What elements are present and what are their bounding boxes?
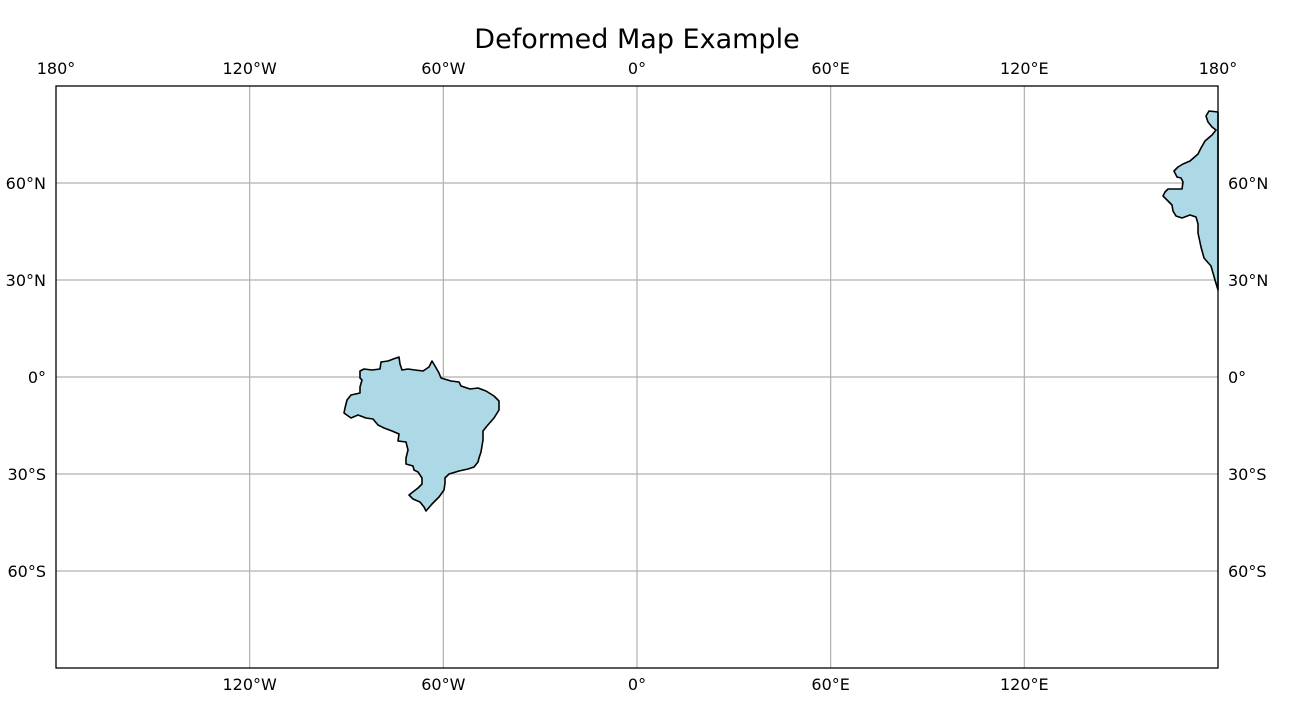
tick-label: 60°S <box>7 562 46 581</box>
tick-label: 120°E <box>1000 675 1049 694</box>
tick-label: 0° <box>1228 368 1246 387</box>
tick-label: 60°W <box>421 59 465 78</box>
tick-label: 60°N <box>6 174 46 193</box>
east-edge-landmass <box>1162 110 1219 291</box>
tick-label: 120°W <box>222 675 277 694</box>
map-title: Deformed Map Example <box>474 24 799 55</box>
tick-label: 60°E <box>811 675 849 694</box>
tick-label: 30°S <box>1228 465 1267 484</box>
brazil-like-landmass <box>343 356 500 512</box>
land-layer <box>343 110 1219 512</box>
tick-label: 30°N <box>6 271 46 290</box>
tick-label: 180° <box>1199 59 1238 78</box>
bottom-longitude-labels: 120°W 60°W 0° 60°E 120°E <box>222 675 1048 694</box>
tick-label: 60°S <box>1228 562 1267 581</box>
tick-label: 0° <box>628 675 646 694</box>
tick-label: 60°N <box>1228 174 1268 193</box>
tick-label: 60°E <box>811 59 849 78</box>
tick-label: 30°S <box>7 465 46 484</box>
graticule <box>56 86 1218 668</box>
tick-label: 180° <box>37 59 76 78</box>
left-latitude-labels: 60°N 30°N 0° 30°S 60°S <box>6 174 46 581</box>
tick-label: 30°N <box>1228 271 1268 290</box>
tick-label: 60°W <box>421 675 465 694</box>
top-longitude-labels: 180° 120°W 60°W 0° 60°E 120°E 180° <box>37 59 1238 78</box>
tick-label: 0° <box>628 59 646 78</box>
tick-label: 120°W <box>222 59 277 78</box>
tick-label: 0° <box>28 368 46 387</box>
tick-label: 120°E <box>1000 59 1049 78</box>
right-latitude-labels: 60°N 30°N 0° 30°S 60°S <box>1228 174 1268 581</box>
map-frame <box>55 85 1219 669</box>
